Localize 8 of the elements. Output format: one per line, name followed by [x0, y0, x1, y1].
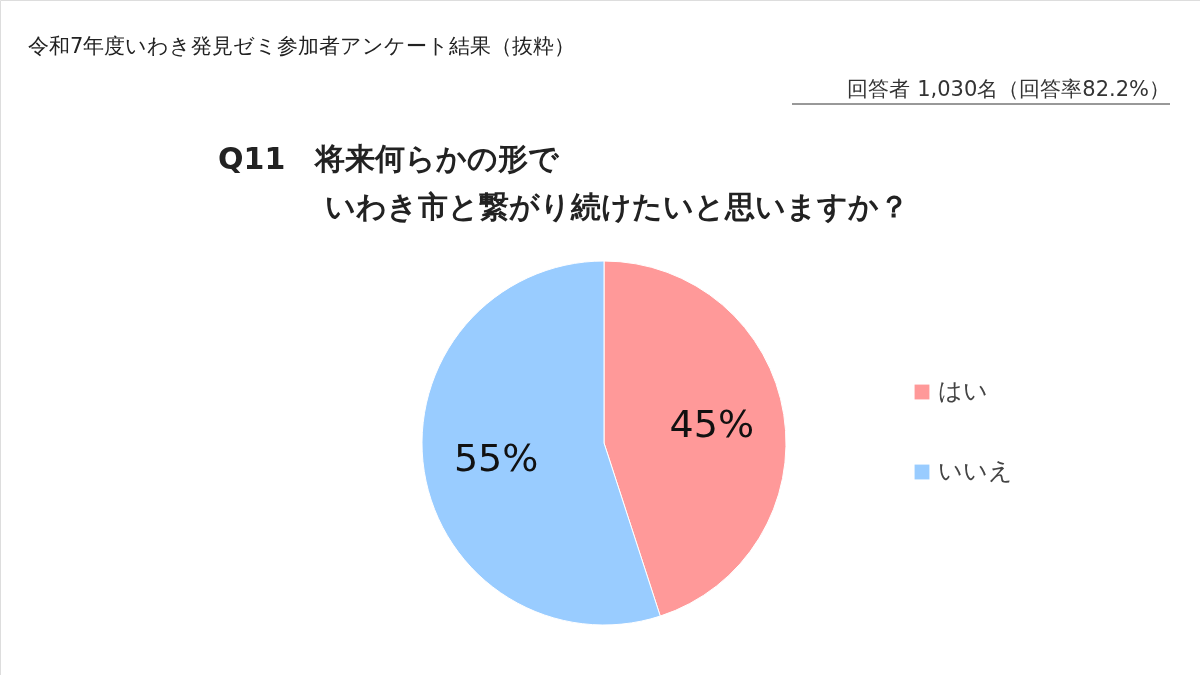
- text: いわき市と繋がり続けたいと思いますか？: [325, 189, 909, 224]
- legend-label: いいえ: [938, 457, 1013, 485]
- chart-subtitle: 回答者 1,030名（回答率82.2%）: [847, 77, 1170, 101]
- chart-title: 令和7年度いわき発見ゼミ参加者アンケート結果（抜粋）: [28, 34, 576, 58]
- data-label: 55%: [453, 436, 539, 481]
- legend-label: はい: [938, 377, 988, 405]
- data-label: 45%: [669, 401, 755, 446]
- text: Q11 将来何らかの形で: [218, 141, 561, 176]
